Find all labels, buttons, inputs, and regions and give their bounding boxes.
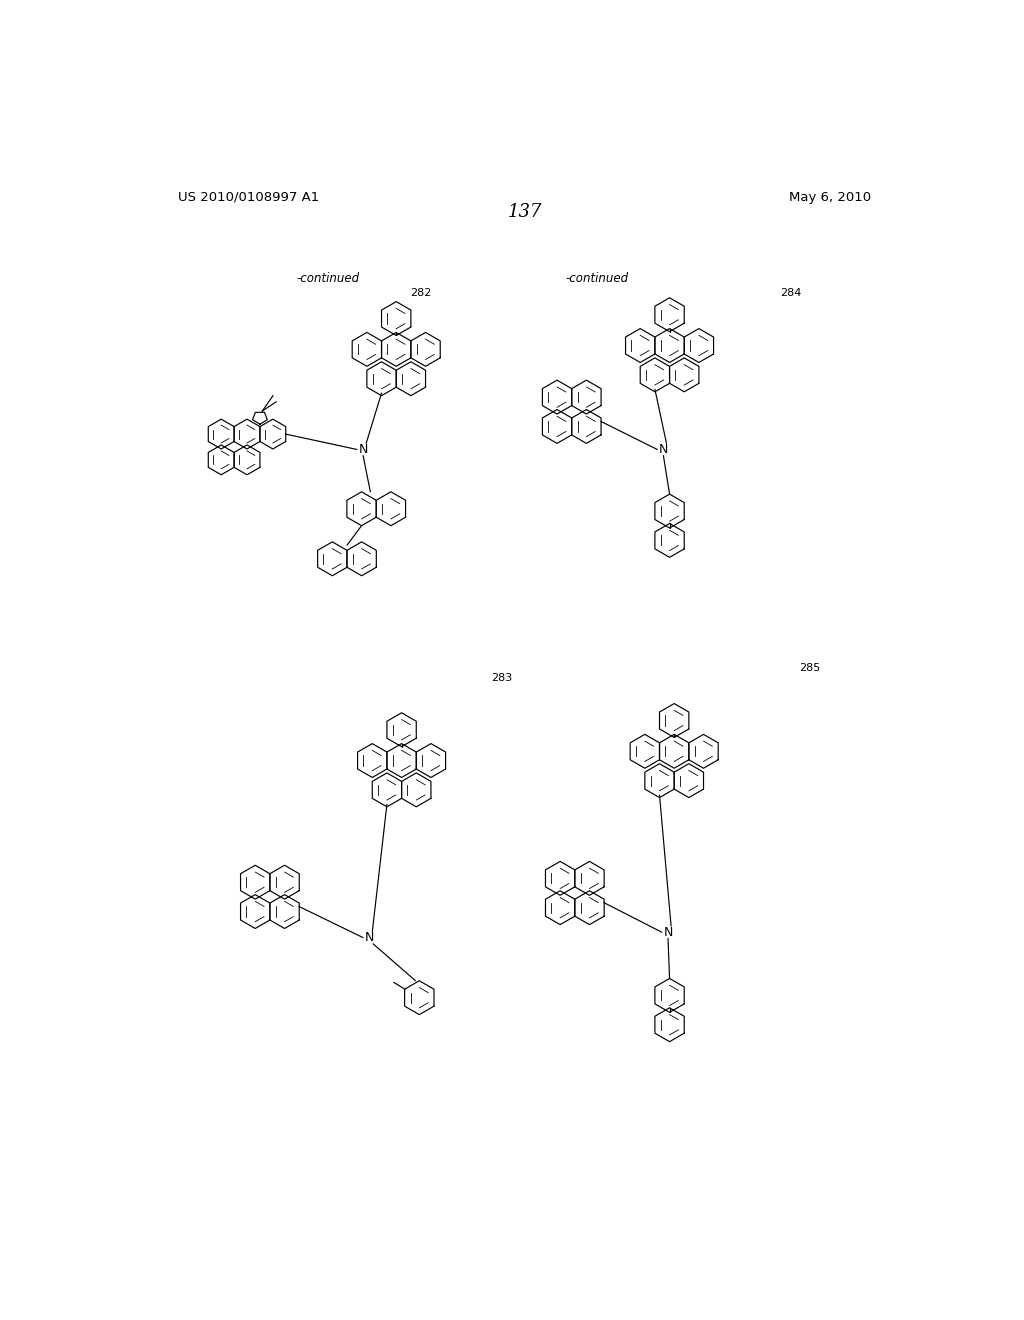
Text: US 2010/0108997 A1: US 2010/0108997 A1 bbox=[178, 190, 319, 203]
Text: 284: 284 bbox=[779, 288, 801, 298]
Text: -continued: -continued bbox=[296, 272, 359, 285]
Text: N: N bbox=[358, 444, 368, 455]
Text: 285: 285 bbox=[799, 663, 820, 673]
Text: 282: 282 bbox=[410, 288, 431, 298]
Text: 137: 137 bbox=[508, 203, 542, 220]
Text: N: N bbox=[365, 931, 374, 944]
Text: May 6, 2010: May 6, 2010 bbox=[790, 190, 871, 203]
Text: -continued: -continued bbox=[565, 272, 629, 285]
Text: N: N bbox=[664, 925, 673, 939]
Text: N: N bbox=[658, 444, 668, 455]
Text: 283: 283 bbox=[490, 673, 512, 682]
